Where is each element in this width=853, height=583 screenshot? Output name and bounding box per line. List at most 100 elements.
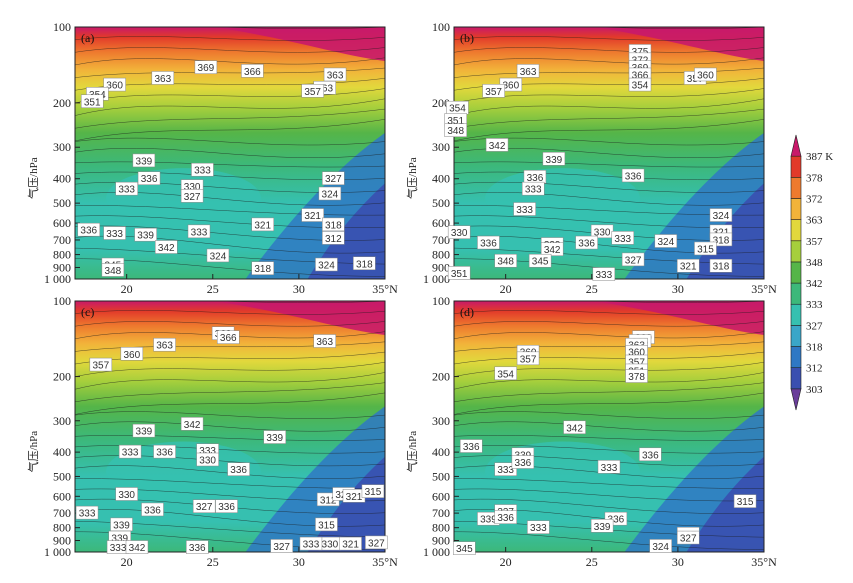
contour-label: 318 [353,256,376,270]
svg-text:336: 336 [608,515,625,526]
contour-label: 333 [592,267,616,281]
x-tick-label: 25 [207,282,219,296]
colorbar-segment [790,346,802,368]
svg-text:327: 327 [184,192,201,203]
y-axis-label: 气压/hPa [26,431,40,473]
y-tick-label: 1 000 [423,272,450,286]
contour-label: 333 [494,462,517,476]
contour-label: 318 [251,261,274,275]
svg-text:321: 321 [680,262,697,273]
y-tick-label: 600 [432,489,450,503]
contour-label: 330 [447,225,471,239]
svg-text:324: 324 [322,190,339,201]
svg-text:321: 321 [254,220,271,231]
svg-text:312: 312 [325,234,342,245]
contour-label: 333 [597,460,621,474]
contour-label: 333 [118,444,142,459]
svg-text:315: 315 [318,520,335,531]
svg-text:318: 318 [254,264,271,275]
svg-text:318: 318 [325,220,342,231]
y-tick-label: 300 [432,140,450,154]
y-axis-label: 气压/hPa [26,157,40,199]
y-tick-label: 200 [432,96,450,110]
y-tick-label: 800 [432,248,450,262]
contour-label: 360 [120,347,144,361]
svg-text:363: 363 [316,84,333,95]
svg-text:324: 324 [657,237,674,248]
svg-text:366: 366 [244,67,261,78]
contour-label: 348 [444,123,467,137]
x-tick-label: 35°N [372,282,398,296]
contour-label: 312 [322,231,345,245]
contour-label: 351 [447,266,471,280]
svg-text:333: 333 [194,166,211,177]
contour-label: 363 [153,337,176,352]
contour-label: 357 [301,84,324,98]
y-tick-label: 700 [432,233,450,247]
svg-text:333: 333 [191,227,208,238]
contour-label: 378 [625,369,648,383]
svg-text:336: 336 [230,465,247,476]
contour-label: 360 [694,67,717,81]
svg-text:360: 360 [502,81,519,92]
contour-label: 351 [80,94,104,108]
y-tick-label: 600 [432,216,450,230]
contour-label: 366 [241,64,264,78]
colorbar: 303 312 318 327 333 342 348 357 363 372 378 387 K [790,134,833,411]
contour-label: 345 [528,253,552,268]
svg-text:333: 333 [122,448,139,459]
contour-label: 321 [251,217,274,231]
contour-label: 333 [611,231,635,245]
y-tick-label: 800 [53,521,71,535]
svg-text:327: 327 [680,534,697,545]
colorbar-segment [790,155,802,178]
contour-label: 366 [628,67,652,81]
svg-text:318: 318 [713,235,730,246]
svg-text:312: 312 [320,495,337,506]
contour-label: 318 [709,258,733,273]
y-tick-label: 100 [53,294,71,308]
svg-text:315: 315 [737,497,754,508]
colorbar-tick-label: 363 [806,215,823,227]
svg-text:333: 333 [303,540,320,551]
colorbar-tick-label: 327 [806,320,823,332]
colorbar-segment [790,282,802,305]
colorbar-tick-label: 387 K [806,151,833,163]
x-tick-label: 35°N [751,555,777,569]
svg-text:357: 357 [485,87,502,98]
contour-label: 327 [180,189,204,203]
svg-text:333: 333 [525,185,542,196]
contour-label: 345 [453,541,476,555]
y-tick-label: 700 [53,233,71,247]
contour-label: 333 [527,520,550,534]
svg-text:327: 327 [625,255,642,266]
svg-text:336: 336 [480,239,497,250]
svg-text:366: 366 [632,70,649,81]
contour-label: 333 [191,162,214,177]
contour-label: 339 [263,430,287,444]
svg-text:348: 348 [497,257,514,268]
svg-text:363: 363 [154,74,171,85]
contour-label: 339 [590,519,614,533]
contour-label: 327 [270,539,293,553]
x-tick-label: 35°N [372,555,398,569]
svg-text:333: 333 [601,463,618,474]
svg-text:315: 315 [365,487,382,498]
x-tick-label: 30 [293,555,305,569]
svg-text:324: 324 [652,542,669,553]
svg-text:339: 339 [136,427,153,438]
contour-label: 348 [494,253,517,268]
svg-text:336: 336 [80,226,97,237]
svg-text:333: 333 [110,543,127,554]
y-tick-label: 100 [432,294,450,308]
x-tick-label: 25 [586,282,598,296]
svg-text:366: 366 [220,333,237,344]
contour-label: 336 [511,455,535,469]
y-tick-label: 1 000 [423,545,450,559]
y-tick-label: 500 [432,196,450,210]
contour-label: 315 [361,484,385,498]
contour-label: 321 [339,536,362,551]
contour-label: 342 [540,242,564,256]
